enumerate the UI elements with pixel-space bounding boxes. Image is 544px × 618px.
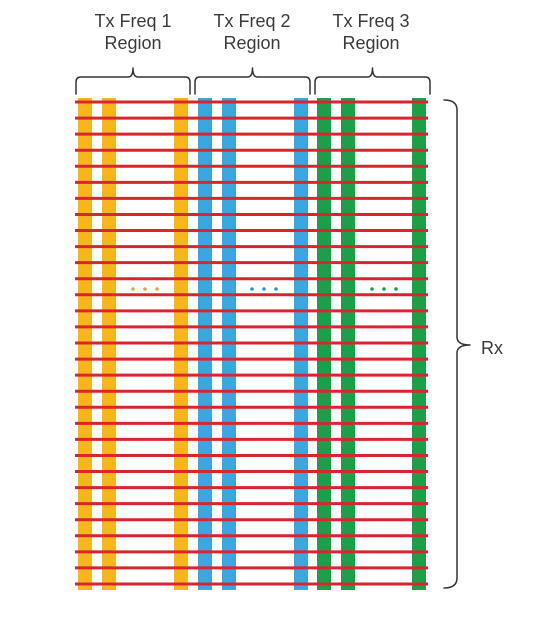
tx-freq-2-bracket [194,67,311,95]
ellipsis-dot-2-2 [262,287,266,291]
tx-freq-3-region-label: Tx Freq 3 Region [306,10,436,54]
ellipsis-dot-3-2 [382,287,386,291]
tx-freq-3-bracket [314,67,431,95]
tx-freq-1-title: Tx Freq 1 [94,11,172,31]
region-brackets [75,67,431,95]
ellipsis-dot-3-1 [370,287,374,291]
tx-freq-3-title: Tx Freq 3 [332,11,410,31]
tx-freq-3-region-word: Region [342,33,400,53]
column-ellipses [131,287,398,291]
ellipsis-dot-3-3 [394,287,398,291]
tx-freq-2-region-label: Tx Freq 2 Region [187,10,317,54]
ellipsis-dot-2-3 [274,287,278,291]
tx-freq-1-region-label: Tx Freq 1 Region [68,10,198,54]
tx-freq-1-region-word: Region [104,33,162,53]
ellipsis-dot-1-3 [155,287,159,291]
tx-freq-2-title: Tx Freq 2 [213,11,291,31]
ellipsis-dot-2-1 [250,287,254,291]
rx-curly-bracket [443,99,471,589]
rx-bracket [443,99,471,589]
ellipsis-dot-1-1 [131,287,135,291]
ellipsis-dot-1-2 [143,287,147,291]
rx-lines [75,100,428,586]
tx-freq-2-region-word: Region [223,33,281,53]
tx-freq-1-bracket [75,67,191,95]
rx-label: Rx [481,338,503,358]
